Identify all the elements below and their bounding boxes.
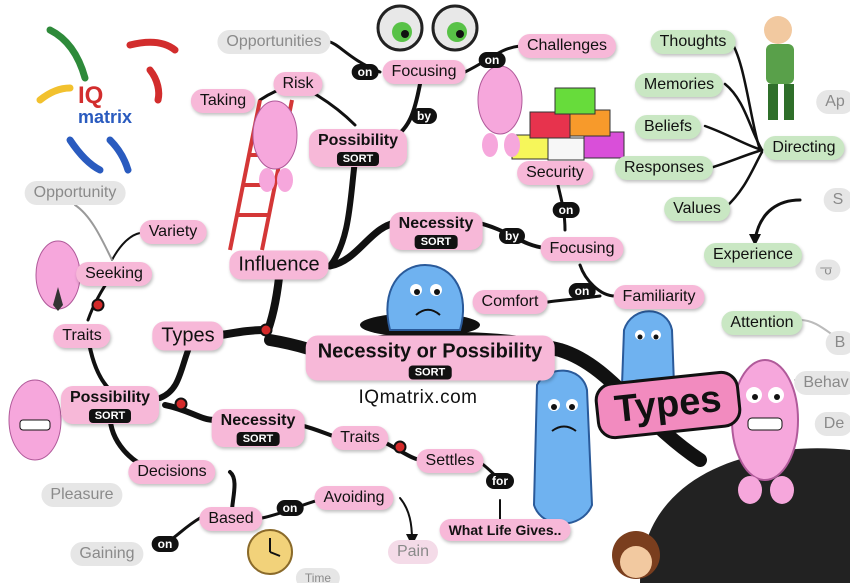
node-de-cut[interactable]: De — [814, 412, 850, 436]
node-necessity-low-label: Necessity — [220, 412, 296, 429]
node-familiarity[interactable]: Familiarity — [613, 285, 705, 309]
node-variety[interactable]: Variety — [139, 220, 207, 244]
node-what-life-gives[interactable]: What Life Gives.. — [439, 519, 571, 541]
junction-dot — [91, 298, 105, 312]
node-opportunities[interactable]: Opportunities — [217, 30, 331, 54]
blue-sad-character — [532, 369, 594, 525]
pink-tie-character — [35, 240, 81, 311]
logo-matrix-text: matrix — [78, 107, 133, 127]
node-influence[interactable]: Influence — [229, 250, 329, 280]
node-o-cut[interactable]: o — [815, 259, 841, 281]
node-comfort[interactable]: Comfort — [472, 290, 548, 314]
node-opportunity[interactable]: Opportunity — [24, 181, 126, 205]
node-br-cut[interactable]: B — [825, 331, 850, 355]
node-experience[interactable]: Experience — [703, 243, 803, 267]
node-possibility-left[interactable]: Possibility SORT — [60, 386, 160, 424]
node-taking[interactable]: Taking — [190, 89, 256, 113]
node-seeking[interactable]: Seeking — [76, 262, 152, 286]
node-focusing-top[interactable]: Focusing — [382, 60, 466, 84]
pink-grinning-character — [731, 359, 799, 504]
connector-on: on — [568, 283, 596, 299]
node-s-cut[interactable]: S — [823, 188, 850, 212]
sort-tag: SORT — [414, 235, 458, 249]
pink-walker-character — [477, 65, 523, 157]
clock-face-character — [247, 529, 293, 575]
connector-on: on — [478, 52, 506, 68]
node-thoughts[interactable]: Thoughts — [650, 30, 736, 54]
central-sort-tag: SORT — [408, 365, 452, 380]
connector-on: on — [552, 202, 580, 218]
node-pain[interactable]: Pain — [387, 540, 439, 564]
node-necessity-low[interactable]: Necessity SORT — [211, 409, 305, 447]
node-behav-cut[interactable]: Behav — [794, 371, 850, 395]
node-traits-low[interactable]: Traits — [331, 426, 389, 450]
node-values[interactable]: Values — [664, 197, 730, 221]
node-possibility-top[interactable]: Possibility SORT — [308, 129, 408, 167]
node-security[interactable]: Security — [517, 161, 593, 185]
sort-tag: SORT — [236, 432, 280, 446]
node-challenges[interactable]: Challenges — [517, 34, 617, 58]
node-risk[interactable]: Risk — [273, 72, 323, 96]
junction-dot — [259, 323, 273, 337]
node-based[interactable]: Based — [199, 507, 263, 531]
connector-by: by — [410, 108, 438, 124]
central-topic-label: Necessity or Possibility — [317, 340, 543, 363]
pink-climber-character — [252, 100, 298, 192]
node-ap-cut[interactable]: Ap — [816, 90, 850, 114]
node-settles[interactable]: Settles — [416, 449, 484, 473]
node-necessity-mid-label: Necessity — [398, 215, 474, 232]
node-possibility-left-label: Possibility — [69, 389, 151, 406]
connector-faded — [820, 267, 832, 269]
website-label: IQmatrix.com — [358, 387, 478, 408]
connector-by: by — [498, 228, 526, 244]
gardener-character — [764, 16, 794, 120]
sort-tag: SORT — [88, 409, 132, 423]
node-necessity-mid[interactable]: Necessity SORT — [389, 212, 483, 250]
junction-dot — [174, 397, 188, 411]
node-responses[interactable]: Responses — [614, 156, 714, 180]
node-focusing-right[interactable]: Focusing — [540, 237, 624, 261]
node-types[interactable]: Types — [152, 321, 224, 351]
node-decisions[interactable]: Decisions — [128, 460, 216, 484]
junction-dot — [393, 440, 407, 454]
connector-on: on — [351, 64, 379, 80]
node-memories[interactable]: Memories — [634, 73, 724, 97]
node-time[interactable]: Time — [295, 568, 341, 583]
brunette-character — [612, 531, 660, 579]
logo-iq-text: IQ — [78, 82, 104, 109]
node-directing[interactable]: Directing — [763, 136, 845, 160]
node-beliefs[interactable]: Beliefs — [634, 115, 702, 139]
sort-tag: SORT — [336, 152, 380, 166]
central-topic[interactable]: Necessity or Possibility SORT — [305, 335, 555, 381]
iq-matrix-logo: IQ matrix — [78, 82, 133, 127]
node-attention[interactable]: Attention — [721, 311, 803, 335]
node-traits-left[interactable]: Traits — [53, 324, 111, 348]
node-possibility-top-label: Possibility — [317, 132, 399, 149]
connector-on: on — [276, 500, 304, 516]
node-pleasure[interactable]: Pleasure — [41, 483, 123, 507]
node-gaining[interactable]: Gaining — [70, 542, 144, 566]
blue-blob-in-hole-character — [386, 263, 465, 331]
pink-cheering-character — [8, 379, 62, 461]
connector-on: on — [151, 536, 179, 552]
node-avoiding[interactable]: Avoiding — [314, 486, 394, 510]
connector-for: for — [486, 473, 514, 489]
